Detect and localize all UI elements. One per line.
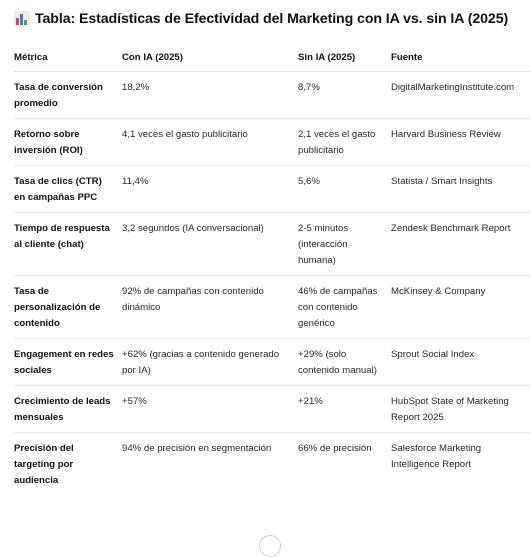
cell-sin-ia: 66% de precisión <box>298 443 372 454</box>
page-title-text: Tabla: Estadísticas de Efectividad del M… <box>35 11 509 27</box>
bar-chart-icon-bar-green <box>24 20 27 25</box>
page-title: Tabla: Estadísticas de Efectividad del M… <box>14 11 508 27</box>
cell-fuente: Zendesk Benchmark Report <box>391 212 531 276</box>
cell-metric: Tasa de clics (CTR) en campañas PPC <box>14 165 122 213</box>
cell-sin-ia: 46% de campañas con contenido genérico <box>298 275 391 339</box>
table-row: Retorno sobre inversión (ROI) 4,1 veces … <box>14 118 531 166</box>
cell-con-ia: +57% <box>122 385 298 433</box>
header-metrica: Métrica <box>14 40 122 72</box>
cell-con-ia: 11,4% <box>122 165 298 213</box>
cell-fuente: Sprout Social Index <box>391 338 531 386</box>
table-container: Métrica Con IA (2025) Sin IA (2025) Fuen… <box>14 40 531 495</box>
cell-fuente: HubSpot State of Marketing Report 2025 <box>391 385 531 433</box>
cell-sin-ia: 5,6% <box>298 165 391 213</box>
cell-con-ia: 92% de campañas con contenido dinámico <box>122 275 298 339</box>
cell-sin-ia: +29% (solo contenido manual) <box>298 338 391 386</box>
cell-metric: Precisión del targeting por audiencia <box>14 443 74 486</box>
cell-metric: Tasa de personalización de contenido <box>14 275 122 339</box>
stats-table: Métrica Con IA (2025) Sin IA (2025) Fuen… <box>14 40 531 495</box>
header-fuente: Fuente <box>391 40 531 72</box>
cell-metric: Engagement en redes sociales <box>14 338 122 386</box>
cell-fuente: DigitalMarketingInstitute.com <box>391 71 531 119</box>
cell-con-ia: 94% de precisión en segmentación <box>122 443 272 454</box>
cell-sin-ia: 8,7% <box>298 71 391 119</box>
cell-fuente: Harvard Business Review <box>391 118 531 166</box>
cell-metric: Crecimiento de leads mensuales <box>14 385 122 433</box>
table-row: Engagement en redes sociales +62% (graci… <box>14 338 531 386</box>
bar-chart-icon-bar-blue <box>20 14 23 25</box>
cell-fuente: McKinsey & Company <box>391 275 531 339</box>
table-row: Tiempo de respuesta al cliente (chat) 3,… <box>14 212 531 276</box>
cell-sin-ia: 2-5 minutos (interacción humana) <box>298 212 391 276</box>
cell-sin-ia: 2,1 veces el gasto publicitario <box>298 118 391 166</box>
cell-sin-ia: +21% <box>298 385 391 433</box>
cell-con-ia: 3,2 segundos (IA conversacional) <box>122 212 298 276</box>
cell-fuente: Statista / Smart Insights <box>391 165 531 213</box>
table-row: Crecimiento de leads mensuales +57% +21%… <box>14 385 531 433</box>
cell-metric: Retorno sobre inversión (ROI) <box>14 118 122 166</box>
bar-chart-icon-bar-red <box>16 18 19 25</box>
cell-con-ia: 18,2% <box>122 71 298 119</box>
table-row: Tasa de clics (CTR) en campañas PPC 11,4… <box>14 165 531 213</box>
cell-fuente: Salesforce Marketing Intelligence Report <box>391 443 482 470</box>
cell-con-ia: +62% (gracias a contenido generado por I… <box>122 338 298 386</box>
bar-chart-icon <box>14 11 30 27</box>
table-row: Tasa de personalización de contenido 92%… <box>14 275 531 339</box>
table-header-row: Métrica Con IA (2025) Sin IA (2025) Fuen… <box>14 40 531 72</box>
scroll-down-button[interactable] <box>259 535 281 557</box>
cell-metric: Tasa de conversión promedio <box>14 71 122 119</box>
header-sin-ia: Sin IA (2025) <box>298 40 391 72</box>
table-row: Precisión del targeting por audiencia 94… <box>14 433 531 496</box>
table-row: Tasa de conversión promedio 18,2% 8,7% D… <box>14 71 531 119</box>
cell-con-ia: 4,1 veces el gasto publicitario <box>122 118 298 166</box>
cell-metric: Tiempo de respuesta al cliente (chat) <box>14 212 122 276</box>
header-con-ia: Con IA (2025) <box>122 40 298 72</box>
